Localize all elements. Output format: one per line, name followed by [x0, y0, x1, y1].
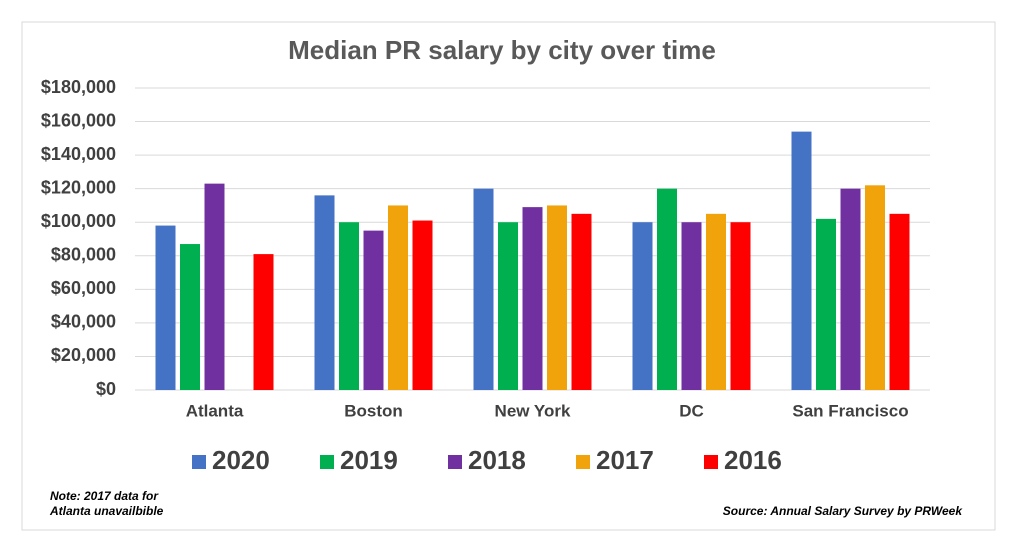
- y-tick-label: $20,000: [51, 345, 116, 365]
- bar: [547, 205, 567, 390]
- legend-swatch: [320, 455, 334, 469]
- x-tick-label: San Francisco: [792, 401, 908, 420]
- bar: [889, 213, 910, 390]
- bar: [522, 207, 543, 390]
- y-tick-label: $0: [96, 379, 116, 399]
- legend-swatch: [448, 455, 462, 469]
- legend-swatch: [704, 455, 718, 469]
- legend-label: 2019: [340, 445, 398, 475]
- y-tick-label: $120,000: [41, 177, 116, 197]
- legend-label: 2017: [596, 445, 654, 475]
- bar: [498, 222, 518, 390]
- bar: [155, 225, 176, 390]
- y-tick-label: $160,000: [41, 110, 116, 130]
- bar: [253, 254, 274, 390]
- bar: [730, 222, 751, 390]
- bar: [632, 222, 653, 390]
- chart-title: Median PR salary by city over time: [288, 35, 716, 65]
- bar: [314, 195, 335, 390]
- bar: [412, 220, 433, 390]
- bar: [180, 244, 200, 390]
- bar: [657, 188, 677, 390]
- bar: [473, 188, 494, 390]
- bar: [791, 131, 812, 390]
- x-tick-label: DC: [679, 401, 704, 420]
- note: Atlanta unavailbible: [49, 504, 164, 518]
- legend-label: 2016: [724, 445, 782, 475]
- bar: [571, 213, 592, 390]
- y-tick-label: $180,000: [41, 77, 116, 97]
- legend-swatch: [576, 455, 590, 469]
- bar: [816, 218, 836, 390]
- y-tick-label: $80,000: [51, 245, 116, 265]
- y-tick-label: $60,000: [51, 278, 116, 298]
- note: Note: 2017 data for: [50, 489, 159, 503]
- legend-label: 2020: [212, 445, 270, 475]
- bar: [681, 222, 702, 390]
- x-tick-label: New York: [495, 401, 571, 420]
- y-tick-label: $40,000: [51, 312, 116, 332]
- y-tick-label: $140,000: [41, 144, 116, 164]
- bar: [865, 185, 885, 390]
- legend-swatch: [192, 455, 206, 469]
- x-tick-label: Boston: [344, 401, 403, 420]
- source: Source: Annual Salary Survey by PRWeek: [723, 504, 964, 518]
- bar: [706, 213, 726, 390]
- bar: [204, 183, 225, 390]
- x-tick-label: Atlanta: [186, 401, 244, 420]
- bar: [388, 205, 408, 390]
- bar: [339, 222, 359, 390]
- bar: [840, 188, 861, 390]
- bar: [363, 230, 384, 390]
- legend-label: 2018: [468, 445, 526, 475]
- y-tick-label: $100,000: [41, 211, 116, 231]
